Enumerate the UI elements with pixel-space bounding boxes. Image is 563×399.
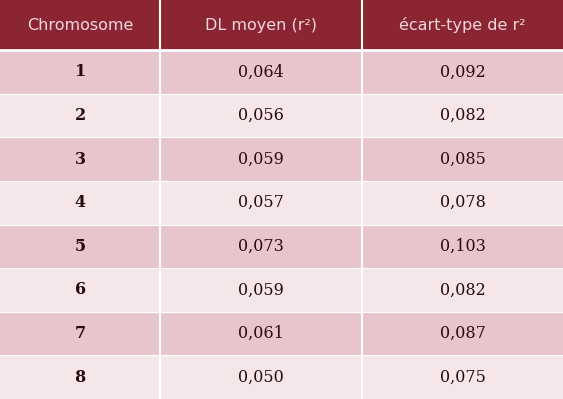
- Bar: [362, 312, 563, 356]
- Text: 2: 2: [75, 107, 86, 124]
- Text: 8: 8: [75, 369, 86, 386]
- Bar: [362, 0, 563, 50]
- Bar: [0, 50, 160, 94]
- Bar: [160, 94, 362, 137]
- Text: 0,057: 0,057: [238, 194, 284, 211]
- Bar: [362, 356, 563, 399]
- Bar: [0, 94, 160, 137]
- Bar: [362, 50, 563, 94]
- Text: 0,059: 0,059: [238, 151, 284, 168]
- Bar: [160, 181, 362, 225]
- Text: 0,059: 0,059: [238, 281, 284, 298]
- Bar: [362, 181, 563, 225]
- Text: 0,087: 0,087: [440, 325, 485, 342]
- Text: 3: 3: [75, 151, 86, 168]
- Bar: [160, 268, 362, 312]
- Text: 0,092: 0,092: [440, 63, 485, 81]
- Text: 0,061: 0,061: [238, 325, 284, 342]
- Text: 0,085: 0,085: [440, 151, 485, 168]
- Text: 0,082: 0,082: [440, 107, 485, 124]
- Bar: [0, 225, 160, 268]
- Bar: [160, 137, 362, 181]
- Bar: [362, 225, 563, 268]
- Text: 0,064: 0,064: [238, 63, 284, 81]
- Bar: [0, 0, 160, 50]
- Text: Chromosome: Chromosome: [27, 18, 133, 33]
- Text: 1: 1: [75, 63, 86, 81]
- Text: 0,073: 0,073: [238, 238, 284, 255]
- Bar: [0, 181, 160, 225]
- Text: 0,056: 0,056: [238, 107, 284, 124]
- Text: écart-type de r²: écart-type de r²: [399, 17, 526, 33]
- Text: 0,078: 0,078: [440, 194, 485, 211]
- Text: 6: 6: [75, 281, 86, 298]
- Bar: [160, 225, 362, 268]
- Text: 0,103: 0,103: [440, 238, 485, 255]
- Bar: [362, 137, 563, 181]
- Text: 5: 5: [75, 238, 86, 255]
- Bar: [0, 268, 160, 312]
- Bar: [160, 356, 362, 399]
- Bar: [0, 356, 160, 399]
- Text: 0,050: 0,050: [238, 369, 284, 386]
- Bar: [160, 0, 362, 50]
- Bar: [0, 312, 160, 356]
- Bar: [362, 268, 563, 312]
- Bar: [362, 94, 563, 137]
- Bar: [160, 312, 362, 356]
- Bar: [0, 137, 160, 181]
- Text: DL moyen (r²): DL moyen (r²): [205, 18, 317, 33]
- Text: 4: 4: [75, 194, 86, 211]
- Text: 7: 7: [75, 325, 86, 342]
- Text: 0,082: 0,082: [440, 281, 485, 298]
- Text: 0,075: 0,075: [440, 369, 485, 386]
- Bar: [160, 50, 362, 94]
